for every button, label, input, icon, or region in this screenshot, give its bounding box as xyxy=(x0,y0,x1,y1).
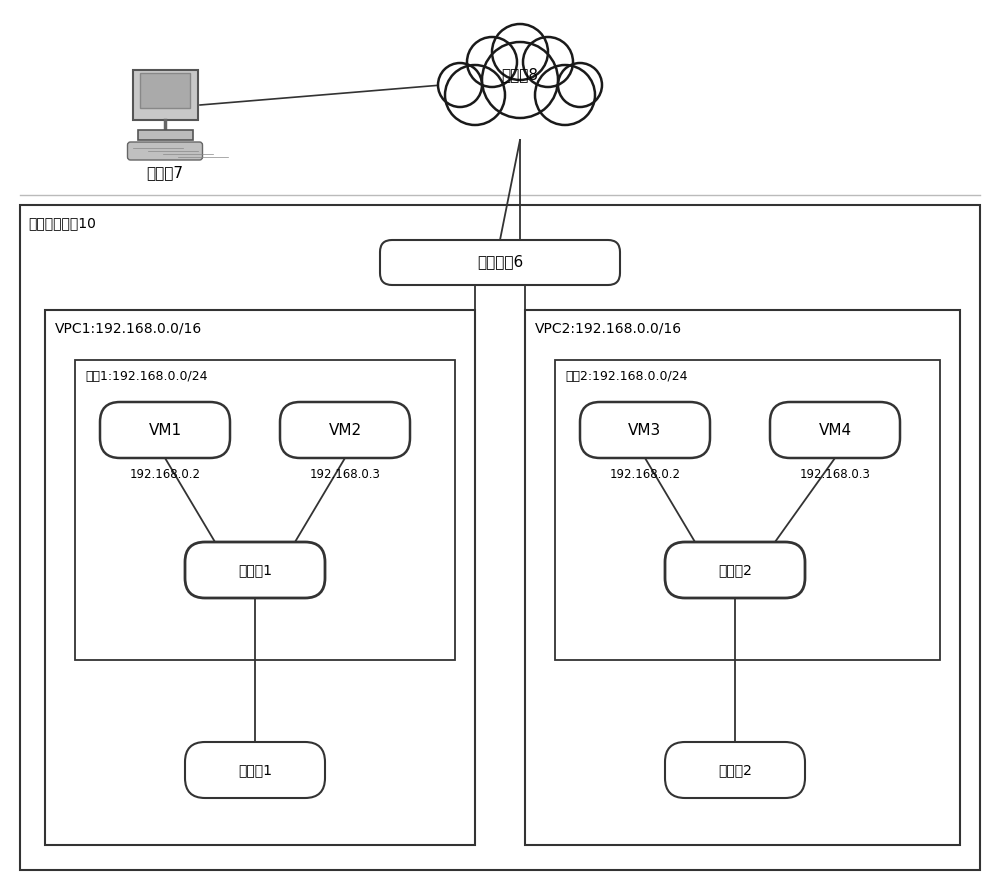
Text: VM4: VM4 xyxy=(818,422,852,437)
Bar xyxy=(20,205,980,870)
FancyBboxPatch shape xyxy=(128,142,202,160)
Text: 路由器2: 路由器2 xyxy=(718,763,752,777)
FancyBboxPatch shape xyxy=(770,402,900,458)
Text: 192.168.0.2: 192.168.0.2 xyxy=(130,467,200,480)
Text: VPC1:192.168.0.0/16: VPC1:192.168.0.0/16 xyxy=(55,321,202,335)
FancyBboxPatch shape xyxy=(665,542,805,598)
Text: VM3: VM3 xyxy=(628,422,662,437)
Circle shape xyxy=(438,63,482,107)
Text: VM1: VM1 xyxy=(148,422,182,437)
Text: 路由器1: 路由器1 xyxy=(238,763,272,777)
Text: VM2: VM2 xyxy=(328,422,362,437)
Text: 192.168.0.3: 192.168.0.3 xyxy=(800,467,870,480)
Text: 192.168.0.2: 192.168.0.2 xyxy=(610,467,680,480)
FancyBboxPatch shape xyxy=(380,240,620,285)
FancyBboxPatch shape xyxy=(100,402,230,458)
Text: 交换机2: 交换机2 xyxy=(718,563,752,577)
Text: 云上数据中心10: 云上数据中心10 xyxy=(28,216,96,230)
FancyBboxPatch shape xyxy=(185,742,325,798)
Bar xyxy=(45,310,475,845)
Circle shape xyxy=(467,37,517,87)
Text: 子网1:192.168.0.0/24: 子网1:192.168.0.0/24 xyxy=(85,370,208,383)
Circle shape xyxy=(523,37,573,87)
Circle shape xyxy=(445,65,505,125)
Bar xyxy=(525,310,960,845)
Bar xyxy=(555,360,940,660)
Bar xyxy=(75,360,455,660)
Text: 子网2:192.168.0.0/24: 子网2:192.168.0.0/24 xyxy=(565,370,688,383)
FancyBboxPatch shape xyxy=(280,402,410,458)
Circle shape xyxy=(492,24,548,80)
Text: 控制平台6: 控制平台6 xyxy=(477,254,523,269)
Text: VPC2:192.168.0.0/16: VPC2:192.168.0.0/16 xyxy=(535,321,682,335)
Text: 交换机1: 交换机1 xyxy=(238,563,272,577)
FancyBboxPatch shape xyxy=(132,70,198,120)
Bar xyxy=(138,130,192,140)
Circle shape xyxy=(482,42,558,118)
FancyBboxPatch shape xyxy=(580,402,710,458)
Bar xyxy=(140,72,190,107)
FancyBboxPatch shape xyxy=(665,742,805,798)
Circle shape xyxy=(535,65,595,125)
Text: 互联网8: 互联网8 xyxy=(502,68,538,83)
Text: 客户端7: 客户端7 xyxy=(146,165,184,180)
FancyBboxPatch shape xyxy=(185,542,325,598)
Circle shape xyxy=(558,63,602,107)
Text: 192.168.0.3: 192.168.0.3 xyxy=(310,467,380,480)
